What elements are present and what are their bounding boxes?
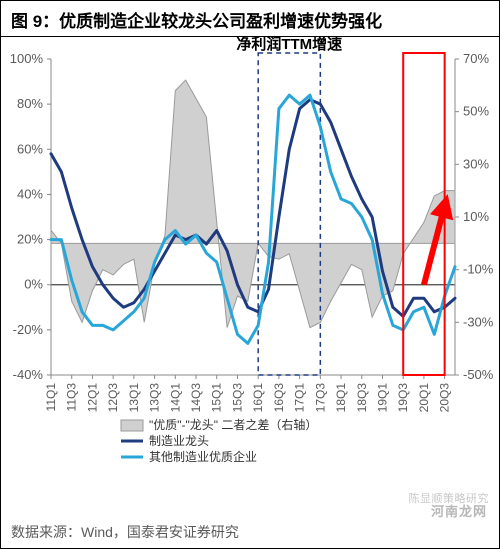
svg-text:-40%: -40%	[13, 367, 44, 382]
svg-text:11Q3: 11Q3	[65, 383, 79, 412]
legend: "优质"-"龙头" 二者之差（右轴） 制造业龙头其他制造业优质企业	[121, 417, 317, 464]
svg-text:18Q1: 18Q1	[334, 383, 348, 413]
svg-text:13Q1: 13Q1	[127, 383, 141, 413]
svg-text:40%: 40%	[17, 186, 43, 201]
figure-title: 图 9：优质制造企业较龙头公司盈利增速优势强化	[1, 1, 499, 37]
watermark-site: 河南龙网	[431, 501, 487, 520]
series-quality	[51, 95, 455, 343]
source-label: 数据来源：Wind，国泰君安证券研究	[11, 522, 239, 542]
svg-text:12Q1: 12Q1	[85, 383, 99, 413]
chart-svg: -40% -20% 0% 20% 40% 60% 80% 100% -50% -30% -10% 10…	[1, 35, 500, 505]
legend-label: 制造业龙头	[149, 434, 209, 448]
svg-text:17Q1: 17Q1	[293, 383, 307, 413]
svg-text:19Q1: 19Q1	[375, 383, 389, 413]
svg-text:80%: 80%	[17, 96, 43, 111]
svg-text:60%: 60%	[17, 141, 43, 156]
svg-text:100%: 100%	[10, 51, 44, 66]
svg-text:20Q3: 20Q3	[438, 383, 452, 413]
svg-text:14Q1: 14Q1	[168, 383, 182, 413]
svg-text:14Q3: 14Q3	[189, 383, 203, 413]
svg-text:0%: 0%	[24, 277, 43, 292]
svg-text:20%: 20%	[17, 232, 43, 247]
svg-text:70%: 70%	[463, 51, 489, 66]
svg-text:16Q1: 16Q1	[251, 383, 265, 413]
legend-label: "优质"-"龙头" 二者之差（右轴）	[149, 417, 317, 432]
svg-text:-30%: -30%	[463, 314, 494, 329]
svg-text:-20%: -20%	[13, 322, 44, 337]
svg-text:12Q3: 12Q3	[106, 383, 120, 413]
series-diff-area	[51, 80, 455, 328]
svg-text:10%: 10%	[463, 209, 489, 224]
svg-text:13Q3: 13Q3	[148, 383, 162, 413]
svg-text:50%: 50%	[463, 104, 489, 119]
svg-text:30%: 30%	[463, 156, 489, 171]
figure-frame: 图 9：优质制造企业较龙头公司盈利增速优势强化 -40% -20% 0% 20% 40%…	[0, 0, 500, 549]
legend-label: 其他制造业优质企业	[149, 449, 257, 464]
legend-swatch	[121, 420, 143, 431]
svg-text:20Q1: 20Q1	[417, 383, 431, 413]
svg-text:15Q1: 15Q1	[210, 383, 224, 413]
chart-subtitle: 净利润TTM增速	[236, 35, 342, 53]
svg-text:16Q3: 16Q3	[272, 383, 286, 413]
svg-text:17Q3: 17Q3	[313, 383, 327, 413]
svg-text:19Q3: 19Q3	[396, 383, 410, 413]
svg-text:15Q3: 15Q3	[230, 383, 244, 413]
svg-text:11Q1: 11Q1	[44, 383, 58, 412]
svg-text:-50%: -50%	[463, 367, 494, 382]
svg-text:18Q3: 18Q3	[355, 383, 369, 413]
svg-text:-10%: -10%	[463, 262, 494, 277]
chart-area: -40% -20% 0% 20% 40% 60% 80% 100% -50% -30% -10% 10…	[1, 35, 500, 505]
